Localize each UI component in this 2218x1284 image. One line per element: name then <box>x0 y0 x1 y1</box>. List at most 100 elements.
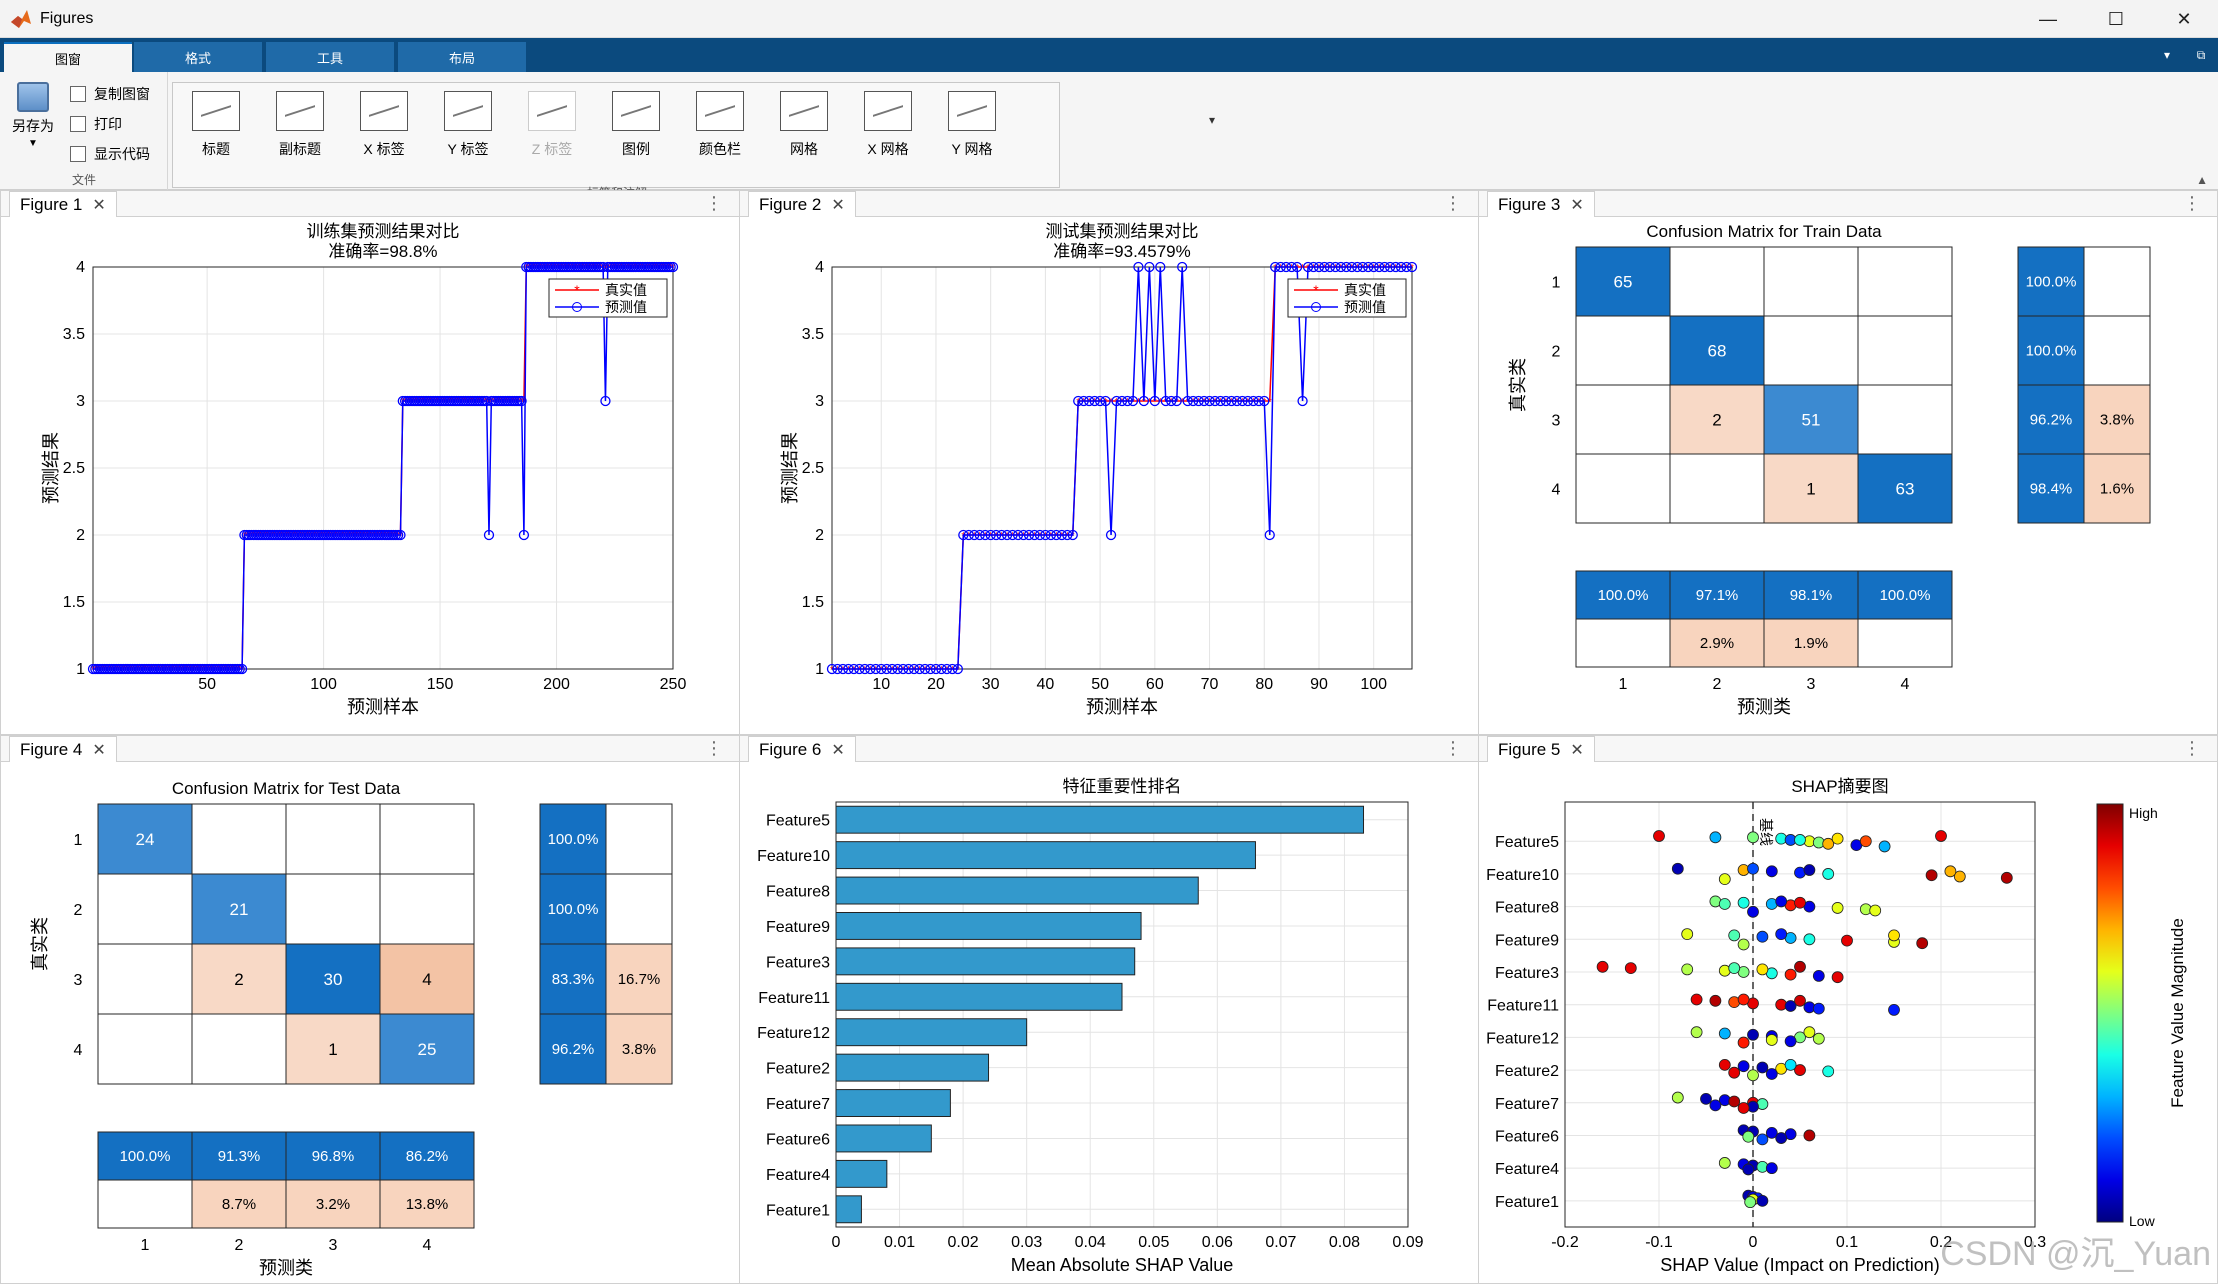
ribbon-item-5-icon <box>612 91 660 131</box>
figure-6-tab[interactable]: Figure 6 ✕ <box>748 736 856 762</box>
more-options-icon[interactable]: ⋮ <box>1444 738 1462 758</box>
x-tick-label: 40 <box>1036 676 1054 693</box>
bar <box>835 1053 990 1082</box>
pred-point <box>919 663 931 675</box>
copy-figure-button[interactable]: 复制图窗 <box>70 84 150 104</box>
true-point: * <box>1410 263 1414 274</box>
minimize-button[interactable]: — <box>2039 8 2057 29</box>
series-pred-line <box>93 266 673 670</box>
figure-5-panel: Figure 5 ✕ ⋮ -0.2 -0.1 0 0.1 0.2 0.3 Feature5 Fea… <box>1478 735 2218 1284</box>
x-tick-label: 50 <box>1091 676 1109 693</box>
ribbon-item-5[interactable]: 图例 <box>599 87 673 159</box>
row-summary-value: 3.8% <box>2100 412 2134 429</box>
shap-point <box>1869 904 1882 917</box>
shap-point <box>1737 1102 1750 1114</box>
x-tick-label: 50 <box>198 676 216 693</box>
figure-1-plot[interactable]: 50 100 150 200 250 1 1.5 2 2.5 3 3.5 4 训练集预测结果对比准确率=… <box>1 217 740 735</box>
x-tick-label: 0.08 <box>1329 1234 1360 1251</box>
close-icon[interactable]: ✕ <box>92 741 106 759</box>
pred-point <box>518 529 530 541</box>
ribbon-item-0[interactable]: 标题 <box>179 87 253 159</box>
true-point: * <box>868 665 872 676</box>
x-tick-label: 80 <box>1255 676 1273 693</box>
matrix-cell <box>97 873 193 945</box>
ribbon-item-4[interactable]: Z 标签 <box>515 87 589 159</box>
figure-3-tab[interactable]: Figure 3 ✕ <box>1487 191 1595 217</box>
shap-point <box>1803 864 1816 876</box>
undock-icon[interactable]: ⧉ <box>2196 47 2206 62</box>
y-tick-label: Feature10 <box>757 848 830 865</box>
y-tick-label: Feature2 <box>766 1061 830 1078</box>
pred-point <box>1023 529 1035 541</box>
matrix-cell <box>1763 453 1859 524</box>
matrix-value: 2 <box>1712 411 1721 430</box>
shap-point <box>1765 1068 1778 1080</box>
gallery-more-icon[interactable]: ▾ <box>1209 113 1216 127</box>
figure-5-tab[interactable]: Figure 5 ✕ <box>1487 736 1595 762</box>
figure-1-tab-label: Figure 1 <box>20 194 83 214</box>
print-icon <box>70 116 86 132</box>
ribbon-item-2[interactable]: X 标签 <box>347 87 421 159</box>
close-icon[interactable]: ✕ <box>92 196 106 214</box>
ribbon-options-icon[interactable]: ▾ <box>2163 48 2171 62</box>
tab-format[interactable]: 格式 <box>134 42 262 72</box>
figure-1-tab[interactable]: Figure 1 ✕ <box>9 191 117 217</box>
ribbon-item-8[interactable]: X 网格 <box>851 87 925 159</box>
shap-point <box>1916 937 1929 950</box>
maximize-button[interactable]: ☐ <box>2107 8 2125 29</box>
ribbon-item-3[interactable]: Y 标签 <box>431 87 505 159</box>
chevron-down-icon[interactable]: ▼ <box>28 138 38 149</box>
row-summary-cell <box>605 803 673 875</box>
more-options-icon[interactable]: ⋮ <box>1444 193 1462 213</box>
ribbon-item-6[interactable]: 颜色栏 <box>683 87 757 159</box>
baseline-label: 基线 <box>1758 818 1774 846</box>
figure-3-plot[interactable]: Confusion Matrix for Train Data 65 1 68 2 2 51… <box>1479 217 2218 735</box>
tab-tools[interactable]: 工具 <box>266 42 394 72</box>
shap-point <box>1859 835 1872 848</box>
save-as-button[interactable]: 另存为 ▼ <box>10 82 56 149</box>
tab-layout[interactable]: 布局 <box>398 42 526 72</box>
figure-4-tab[interactable]: Figure 4 ✕ <box>9 736 117 762</box>
more-options-icon[interactable]: ⋮ <box>2183 193 2201 213</box>
tab-figure[interactable]: 图窗 <box>4 42 132 72</box>
bar <box>835 1089 951 1118</box>
pred-point <box>963 529 974 541</box>
true-point: * <box>1208 397 1212 408</box>
shap-point <box>1737 938 1750 951</box>
print-button[interactable]: 打印 <box>70 114 122 134</box>
close-button[interactable]: ✕ <box>2176 8 2192 29</box>
pred-point <box>908 663 920 675</box>
bar <box>835 1124 932 1153</box>
figure-2-plot[interactable]: 10 20 30 40 50 60 70 80 90 100 1 1.5 2 2.5 3 3.5 4 测试集预测结… <box>740 217 1479 735</box>
shap-point <box>1794 1064 1806 1076</box>
more-options-icon[interactable]: ⋮ <box>705 738 723 758</box>
collapse-ribbon-icon[interactable]: ▲ <box>2196 173 2208 187</box>
shap-point <box>1784 1058 1797 1071</box>
ribbon-item-1[interactable]: 副标题 <box>263 87 337 159</box>
pred-point <box>1160 395 1171 407</box>
figure-6-plot[interactable]: 0 0.01 0.02 0.03 0.04 0.05 0.06 0.07 0.08 0.09 Fea… <box>740 762 1479 1284</box>
figure-5-plot[interactable]: -0.2 -0.1 0 0.1 0.2 0.3 Feature5 Feature10 Featu… <box>1479 762 2218 1284</box>
pred-point <box>941 663 953 675</box>
matrix-cell <box>191 803 287 875</box>
show-code-checkbox[interactable]: 显示代码 <box>70 144 150 164</box>
y-tick-label: Feature9 <box>766 919 830 936</box>
matrix-cell <box>1575 384 1671 455</box>
pred-point <box>980 529 991 541</box>
close-icon[interactable]: ✕ <box>1570 741 1584 759</box>
close-icon[interactable]: ✕ <box>831 741 845 759</box>
chart-title: 特征重要性排名 <box>1063 777 1182 796</box>
close-icon[interactable]: ✕ <box>831 196 845 214</box>
ribbon-item-7[interactable]: 网格 <box>767 87 841 159</box>
shap-point <box>2000 871 2013 884</box>
more-options-icon[interactable]: ⋮ <box>2183 738 2201 758</box>
more-options-icon[interactable]: ⋮ <box>705 193 723 213</box>
close-icon[interactable]: ✕ <box>1570 196 1584 214</box>
figure-2-tab[interactable]: Figure 2 ✕ <box>748 191 856 217</box>
shap-point <box>1775 928 1788 941</box>
ribbon-item-9[interactable]: Y 网格 <box>935 87 1009 159</box>
matrix-cell <box>191 1013 287 1085</box>
row-label: 3 <box>1552 413 1561 430</box>
